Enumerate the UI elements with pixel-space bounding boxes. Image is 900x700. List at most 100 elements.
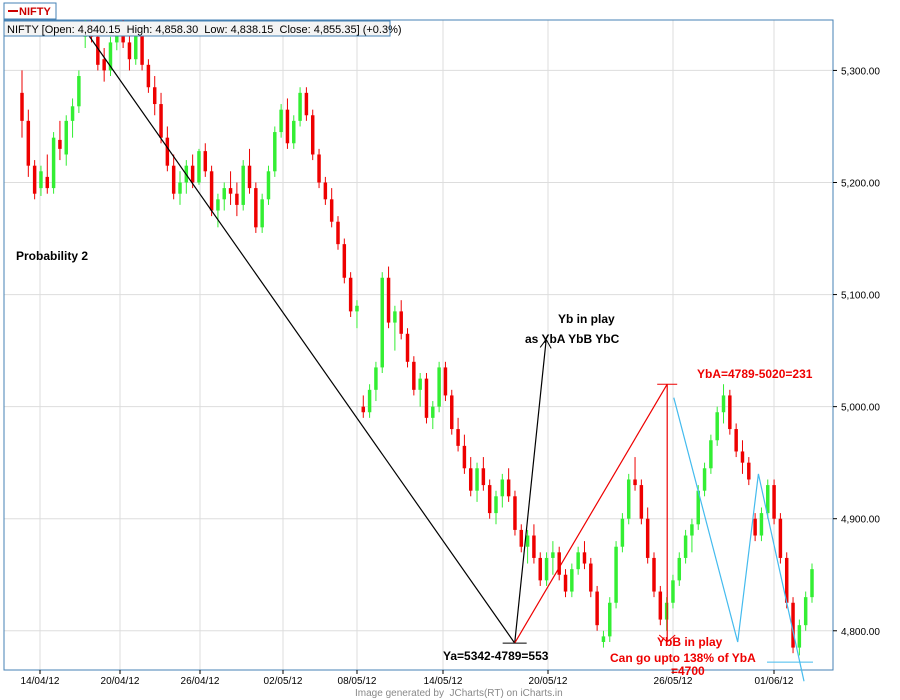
candle-body — [393, 311, 397, 323]
candle-body — [399, 311, 403, 334]
candle-body — [247, 165, 252, 189]
candle-body — [77, 76, 81, 107]
candle-body — [146, 64, 151, 88]
candle-body — [506, 479, 511, 497]
candle-body — [203, 151, 208, 172]
candle-body — [70, 106, 75, 121]
candle-body — [222, 188, 226, 200]
x-tick-label: 14/04/12 — [21, 676, 60, 687]
footer-credit: Image generated by JCharts(RT) on iChart… — [355, 688, 563, 699]
ohlc-header: NIFTY [Open: 4,840.15 High: 4,858.30 Low… — [7, 24, 402, 36]
candle-body — [456, 429, 460, 446]
candle-body — [45, 176, 50, 189]
candle-body — [803, 597, 808, 626]
candle-body — [298, 92, 302, 121]
candle-body — [241, 165, 245, 205]
candle-body — [437, 367, 441, 407]
candle-body — [500, 479, 505, 497]
candle-body — [20, 92, 24, 121]
candle-body — [279, 109, 283, 133]
candle-body — [532, 535, 536, 558]
candle-body — [652, 557, 656, 592]
candle-body — [759, 513, 764, 536]
x-tick-label: 20/04/12 — [101, 676, 140, 687]
y-axis: 5,300.00 5,200.00 5,100.00 5,000.00 4,900.00… — [833, 66, 880, 638]
candle-body — [639, 485, 644, 519]
x-tick-label: 20/05/12 — [529, 676, 568, 687]
y-tick-label: 4,800.00 — [841, 627, 880, 638]
candle-body — [614, 546, 618, 603]
candle-body — [589, 563, 593, 592]
candle-body — [601, 636, 606, 642]
trend-lines — [79, 23, 813, 682]
candle-body — [450, 395, 454, 430]
candle-body — [791, 602, 795, 648]
candle-body — [424, 378, 429, 418]
candle-body — [380, 277, 384, 368]
candle-body — [329, 199, 334, 222]
trend-line-cyan — [673, 397, 805, 682]
x-tick-label: 26/05/12 — [654, 676, 693, 687]
candle-body — [797, 625, 802, 648]
candle-body — [235, 193, 239, 205]
candle-body — [134, 27, 138, 60]
candle-body — [32, 165, 37, 194]
y-tick-label: 5,300.00 — [841, 66, 880, 77]
candle-body — [273, 132, 277, 172]
candle-body — [595, 591, 599, 626]
candle-body — [102, 59, 106, 71]
arrow-head — [539, 338, 552, 349]
candle-body — [645, 518, 650, 558]
candle-body — [721, 395, 726, 413]
candle-body — [342, 244, 347, 278]
candle-body — [216, 199, 220, 211]
candle-body — [51, 137, 56, 189]
candle-body — [152, 87, 157, 105]
annotation-probability: Probability 2 — [16, 249, 88, 263]
candle-body — [140, 31, 144, 65]
candle-body — [753, 518, 757, 536]
annotation-ybb-target: Can go upto 138% of YbA — [610, 651, 756, 665]
candle-body — [557, 552, 561, 575]
y-tick-label: 5,100.00 — [841, 291, 880, 302]
candle-body — [197, 151, 201, 183]
candle-body — [266, 171, 271, 200]
candle-body — [361, 406, 366, 413]
candle-body — [715, 412, 719, 441]
candle-body — [336, 221, 340, 245]
y-tick-label: 4,900.00 — [841, 515, 880, 526]
candle-body — [96, 36, 100, 65]
plot-frame — [3, 19, 834, 671]
x-tick-label: 02/05/12 — [264, 676, 303, 687]
candle-body — [39, 171, 43, 189]
candle-body — [209, 171, 214, 211]
candle-body — [658, 591, 663, 620]
candle-body — [418, 378, 422, 390]
candle-body — [683, 535, 688, 558]
candle-body — [538, 557, 542, 581]
candle-body — [563, 574, 568, 592]
candle-body — [165, 137, 170, 166]
x-tick-label: 26/04/12 — [181, 676, 220, 687]
candle-body — [671, 580, 675, 603]
candle-body — [696, 490, 700, 525]
candle-body — [582, 552, 587, 564]
candle-body — [734, 429, 738, 452]
candle-body — [159, 104, 163, 138]
candle-body — [620, 518, 625, 547]
trend-line-black — [514, 339, 547, 644]
annotation-ybb-value: =4700 — [671, 664, 705, 678]
candle-body — [608, 602, 612, 637]
annotation-yba: YbA=4789-5020=231 — [697, 367, 813, 381]
candle-body — [323, 182, 328, 200]
candle-body — [810, 569, 814, 598]
candle-body — [513, 496, 517, 530]
candle-body — [690, 524, 694, 536]
candle-body — [570, 569, 574, 592]
x-tick-label: 14/05/12 — [424, 676, 463, 687]
trend-line-black — [79, 23, 516, 644]
candle-body — [443, 367, 448, 396]
candle-body — [475, 468, 479, 491]
legend-label: NIFTY — [19, 6, 51, 18]
